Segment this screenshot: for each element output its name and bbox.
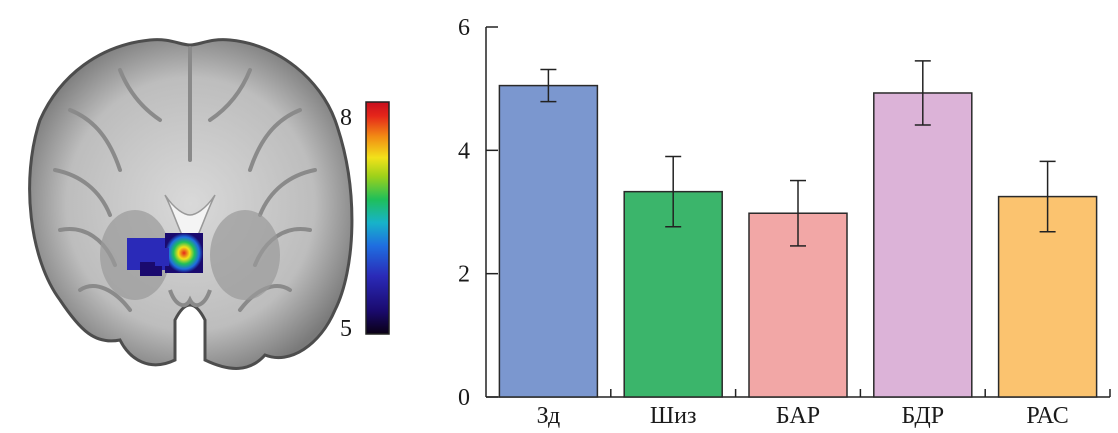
x-category-label: БАР	[776, 403, 820, 428]
bar-1	[498, 84, 599, 398]
bar-chart-svg: 0 2 4 6 Зд Шиз БАР БДР РАС	[458, 15, 1111, 429]
brain-slice-image	[28, 38, 354, 370]
bar-4	[873, 92, 973, 398]
x-category-label: Шиз	[650, 403, 697, 428]
brain-figure: 8 5	[0, 0, 420, 428]
chart-bars	[498, 60, 1098, 398]
colorbar-gradient	[365, 101, 390, 335]
chart-labels: 0 2 4 6 Зд Шиз БАР БДР РАС	[458, 15, 1069, 429]
activation-overlay	[127, 233, 203, 276]
y-tick-label: 4	[458, 138, 470, 164]
y-tick-label: 2	[458, 262, 470, 288]
x-category-label: БДР	[902, 403, 945, 428]
bar-chart: 0 2 4 6 Зд Шиз БАР БДР РАС	[420, 0, 1118, 429]
y-tick-label: 0	[458, 385, 470, 411]
colorbar-min-label: 5	[340, 316, 352, 342]
x-category-label: РАС	[1026, 403, 1068, 428]
colorbar-max-label: 8	[340, 105, 352, 131]
y-tick-label: 6	[458, 15, 470, 41]
x-category-label: Зд	[537, 403, 561, 428]
colorbar: 8 5	[340, 101, 390, 342]
